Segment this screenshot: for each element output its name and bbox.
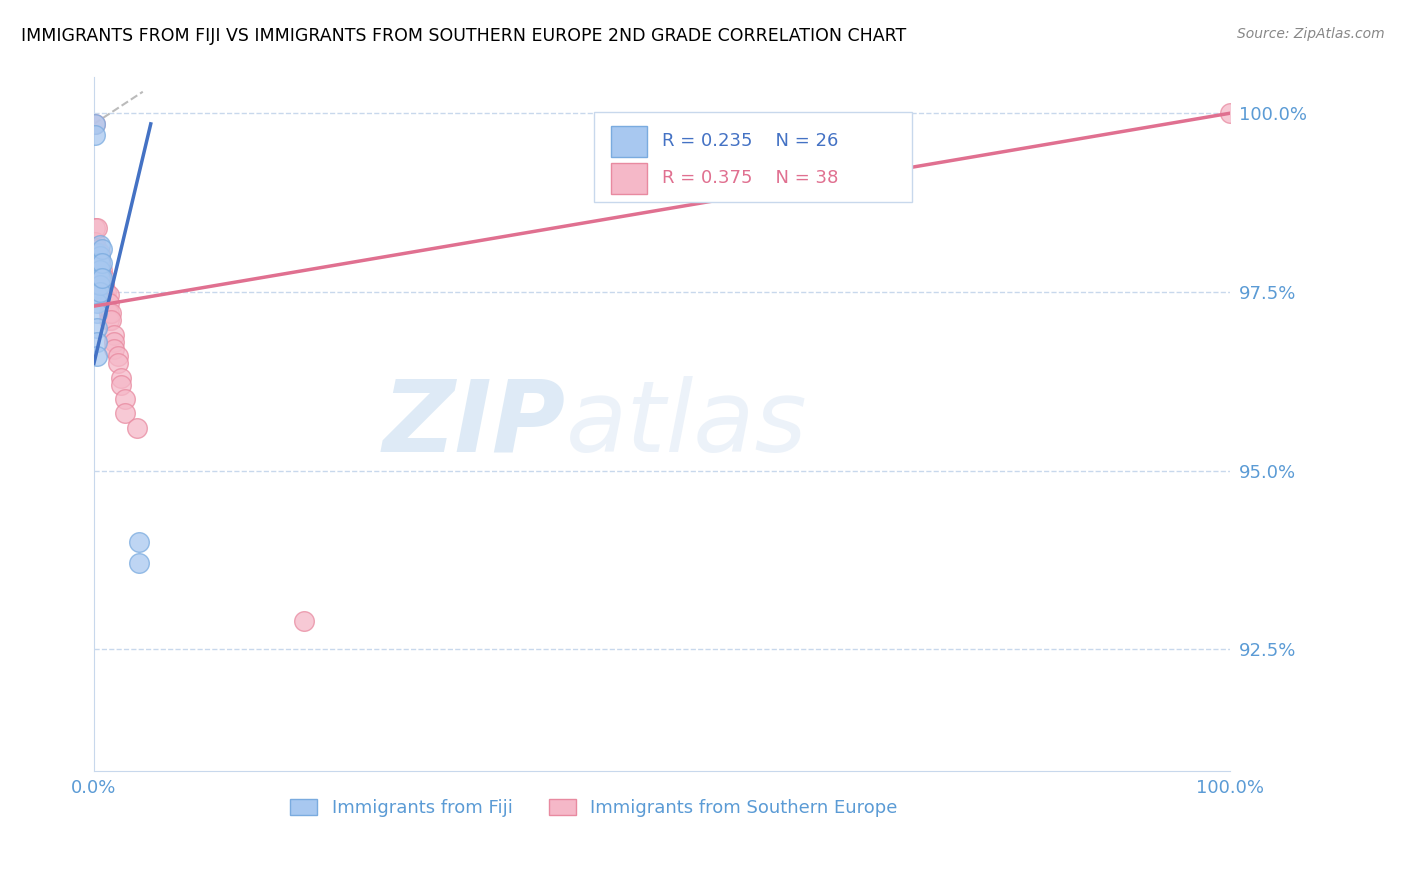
Point xyxy=(89,256,111,270)
Point xyxy=(84,249,107,263)
Point xyxy=(110,370,132,384)
Point xyxy=(292,614,315,628)
Point xyxy=(89,263,111,277)
Point xyxy=(90,270,112,285)
Point xyxy=(97,288,120,302)
Point xyxy=(84,117,107,131)
Point xyxy=(97,313,120,327)
Point xyxy=(97,295,120,310)
Point xyxy=(89,270,111,285)
Point xyxy=(86,281,108,295)
Point xyxy=(86,242,108,256)
Point xyxy=(89,270,111,285)
Point xyxy=(103,327,125,342)
Point xyxy=(107,356,129,370)
Text: ZIP: ZIP xyxy=(382,376,565,473)
Point xyxy=(103,334,125,349)
Point xyxy=(89,277,111,292)
Point xyxy=(93,277,115,292)
Point xyxy=(89,245,111,260)
Point xyxy=(86,267,108,281)
Point xyxy=(89,252,111,267)
Point xyxy=(96,285,118,299)
Text: R = 0.235    N = 26: R = 0.235 N = 26 xyxy=(662,132,838,150)
Point xyxy=(90,256,112,270)
Point xyxy=(86,306,108,320)
Point xyxy=(127,420,149,434)
Point xyxy=(114,392,136,406)
Point xyxy=(86,252,108,267)
FancyBboxPatch shape xyxy=(612,162,647,194)
Text: R = 0.375    N = 38: R = 0.375 N = 38 xyxy=(662,169,838,187)
Point xyxy=(1219,106,1241,120)
Point xyxy=(86,245,108,260)
Point xyxy=(114,406,136,420)
FancyBboxPatch shape xyxy=(612,126,647,157)
Point xyxy=(90,242,112,256)
Text: IMMIGRANTS FROM FIJI VS IMMIGRANTS FROM SOUTHERN EUROPE 2ND GRADE CORRELATION CH: IMMIGRANTS FROM FIJI VS IMMIGRANTS FROM … xyxy=(21,27,907,45)
FancyBboxPatch shape xyxy=(593,112,912,202)
Point xyxy=(103,342,125,356)
Point xyxy=(90,263,112,277)
Point xyxy=(86,334,108,349)
Point xyxy=(84,235,107,249)
Point xyxy=(89,249,111,263)
Point xyxy=(90,277,112,292)
Point xyxy=(84,128,107,142)
Point xyxy=(89,263,111,277)
Point xyxy=(86,260,108,274)
Point xyxy=(128,557,150,571)
Point xyxy=(89,277,111,292)
Point xyxy=(100,306,122,320)
Point xyxy=(93,270,115,285)
Point xyxy=(86,274,108,288)
Point xyxy=(86,220,108,235)
Point xyxy=(86,295,108,310)
Point xyxy=(84,220,107,235)
Point xyxy=(86,320,108,334)
Point xyxy=(128,535,150,549)
Point xyxy=(100,313,122,327)
Point xyxy=(107,349,129,363)
Text: Source: ZipAtlas.com: Source: ZipAtlas.com xyxy=(1237,27,1385,41)
Point xyxy=(89,256,111,270)
Point xyxy=(97,306,120,320)
Point xyxy=(89,238,111,252)
Point xyxy=(96,292,118,306)
Point xyxy=(110,377,132,392)
Legend: Immigrants from Fiji, Immigrants from Southern Europe: Immigrants from Fiji, Immigrants from So… xyxy=(283,791,905,824)
Text: atlas: atlas xyxy=(565,376,807,473)
Point xyxy=(86,288,108,302)
Point xyxy=(90,270,112,285)
Point xyxy=(86,349,108,363)
Point xyxy=(89,285,111,299)
Point xyxy=(84,117,107,131)
